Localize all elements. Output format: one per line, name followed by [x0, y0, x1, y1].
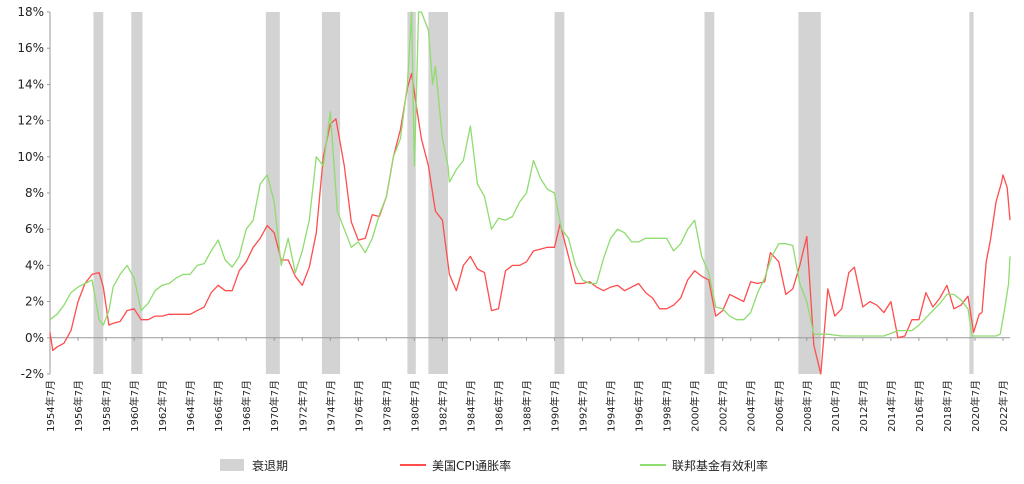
x-tick-label: 1962年7月 — [156, 380, 169, 432]
legend-label: 联邦基金有效利率 — [672, 458, 768, 473]
x-tick-label: 2020年7月 — [969, 380, 982, 432]
y-tick-label: 16% — [17, 41, 44, 55]
recession-band-8 — [798, 12, 821, 374]
x-tick-label: 1956年7月 — [72, 380, 85, 432]
x-tick-label: 2002年7月 — [717, 380, 730, 432]
series-line-0 — [49, 72, 1011, 375]
x-tick-label: 1972年7月 — [296, 380, 309, 432]
x-tick-label: 1992年7月 — [577, 380, 590, 432]
recession-bands — [93, 12, 974, 374]
legend-label: 衰退期 — [252, 458, 288, 473]
x-tick-label: 1984年7月 — [464, 380, 477, 432]
x-tick-label: 1994年7月 — [605, 380, 618, 432]
recession-band-4 — [407, 12, 416, 374]
x-tick-label: 2008年7月 — [801, 380, 814, 432]
recession-band-3 — [321, 12, 341, 374]
series-lines — [49, 11, 1011, 375]
x-tick-label: 1990年7月 — [549, 380, 562, 432]
x-tick-label: 1976年7月 — [352, 380, 365, 432]
y-tick-label: 8% — [25, 186, 44, 200]
x-tick-label: 2006年7月 — [773, 380, 786, 432]
x-tick-label: 1988年7月 — [520, 380, 533, 432]
axes: -2% 0% 2% 4% 6% 8% 10% 12% 14% 16% 18% 1954年7月 1956年… — [17, 5, 1010, 432]
y-tick-label: 10% — [17, 150, 44, 164]
recession-band-2 — [265, 12, 280, 374]
recession-band-0 — [93, 12, 104, 374]
recession-band-9 — [969, 12, 974, 374]
y-tick-label: 4% — [25, 258, 44, 272]
x-tick-label: 1968年7月 — [240, 380, 253, 432]
x-tick-label: 1974年7月 — [324, 380, 337, 432]
legend-swatch-recession — [220, 459, 244, 471]
y-tick-label: -2% — [21, 367, 44, 381]
y-tick-label: 14% — [17, 77, 44, 91]
x-tick-label: 1958年7月 — [100, 380, 113, 432]
y-tick-label: 2% — [25, 295, 44, 309]
x-tick-label: 1960年7月 — [128, 380, 141, 432]
x-tick-label: 1964年7月 — [184, 380, 197, 432]
recession-band-5 — [428, 12, 449, 374]
x-tick-label: 1954年7月 — [44, 380, 57, 432]
y-tick-label: 12% — [17, 114, 44, 128]
x-tick-label: 1978年7月 — [380, 380, 393, 432]
x-tick-label: 1970年7月 — [268, 380, 281, 432]
legend: 衰退期 美国CPI通胀率 联邦基金有效利率 — [220, 458, 768, 473]
x-tick-label: 1986年7月 — [492, 380, 505, 432]
y-tick-label: 18% — [17, 5, 44, 19]
y-tick-label: 0% — [25, 331, 44, 345]
x-tick-label: 1996年7月 — [633, 380, 646, 432]
y-tick-label: 6% — [25, 222, 44, 236]
x-tick-label: 2016年7月 — [913, 380, 926, 432]
x-tick-label: 2018年7月 — [941, 380, 954, 432]
x-tick-label: 1998年7月 — [661, 380, 674, 432]
x-tick-label: 2014年7月 — [885, 380, 898, 432]
x-tick-label: 2012年7月 — [857, 380, 870, 432]
legend-label: 美国CPI通胀率 — [432, 458, 511, 473]
x-tick-label: 2010年7月 — [829, 380, 842, 432]
recession-band-6 — [554, 12, 565, 374]
series-line-1 — [49, 11, 1011, 337]
x-tick-label: 1980年7月 — [408, 380, 421, 432]
x-tick-label: 2022年7月 — [997, 380, 1010, 432]
recession-band-1 — [131, 12, 143, 374]
x-tick-label: 2000年7月 — [689, 380, 702, 432]
x-tick-label: 2004年7月 — [745, 380, 758, 432]
x-tick-label: 1966年7月 — [212, 380, 225, 432]
x-tick-label: 1982年7月 — [436, 380, 449, 432]
recession-band-7 — [704, 12, 715, 374]
